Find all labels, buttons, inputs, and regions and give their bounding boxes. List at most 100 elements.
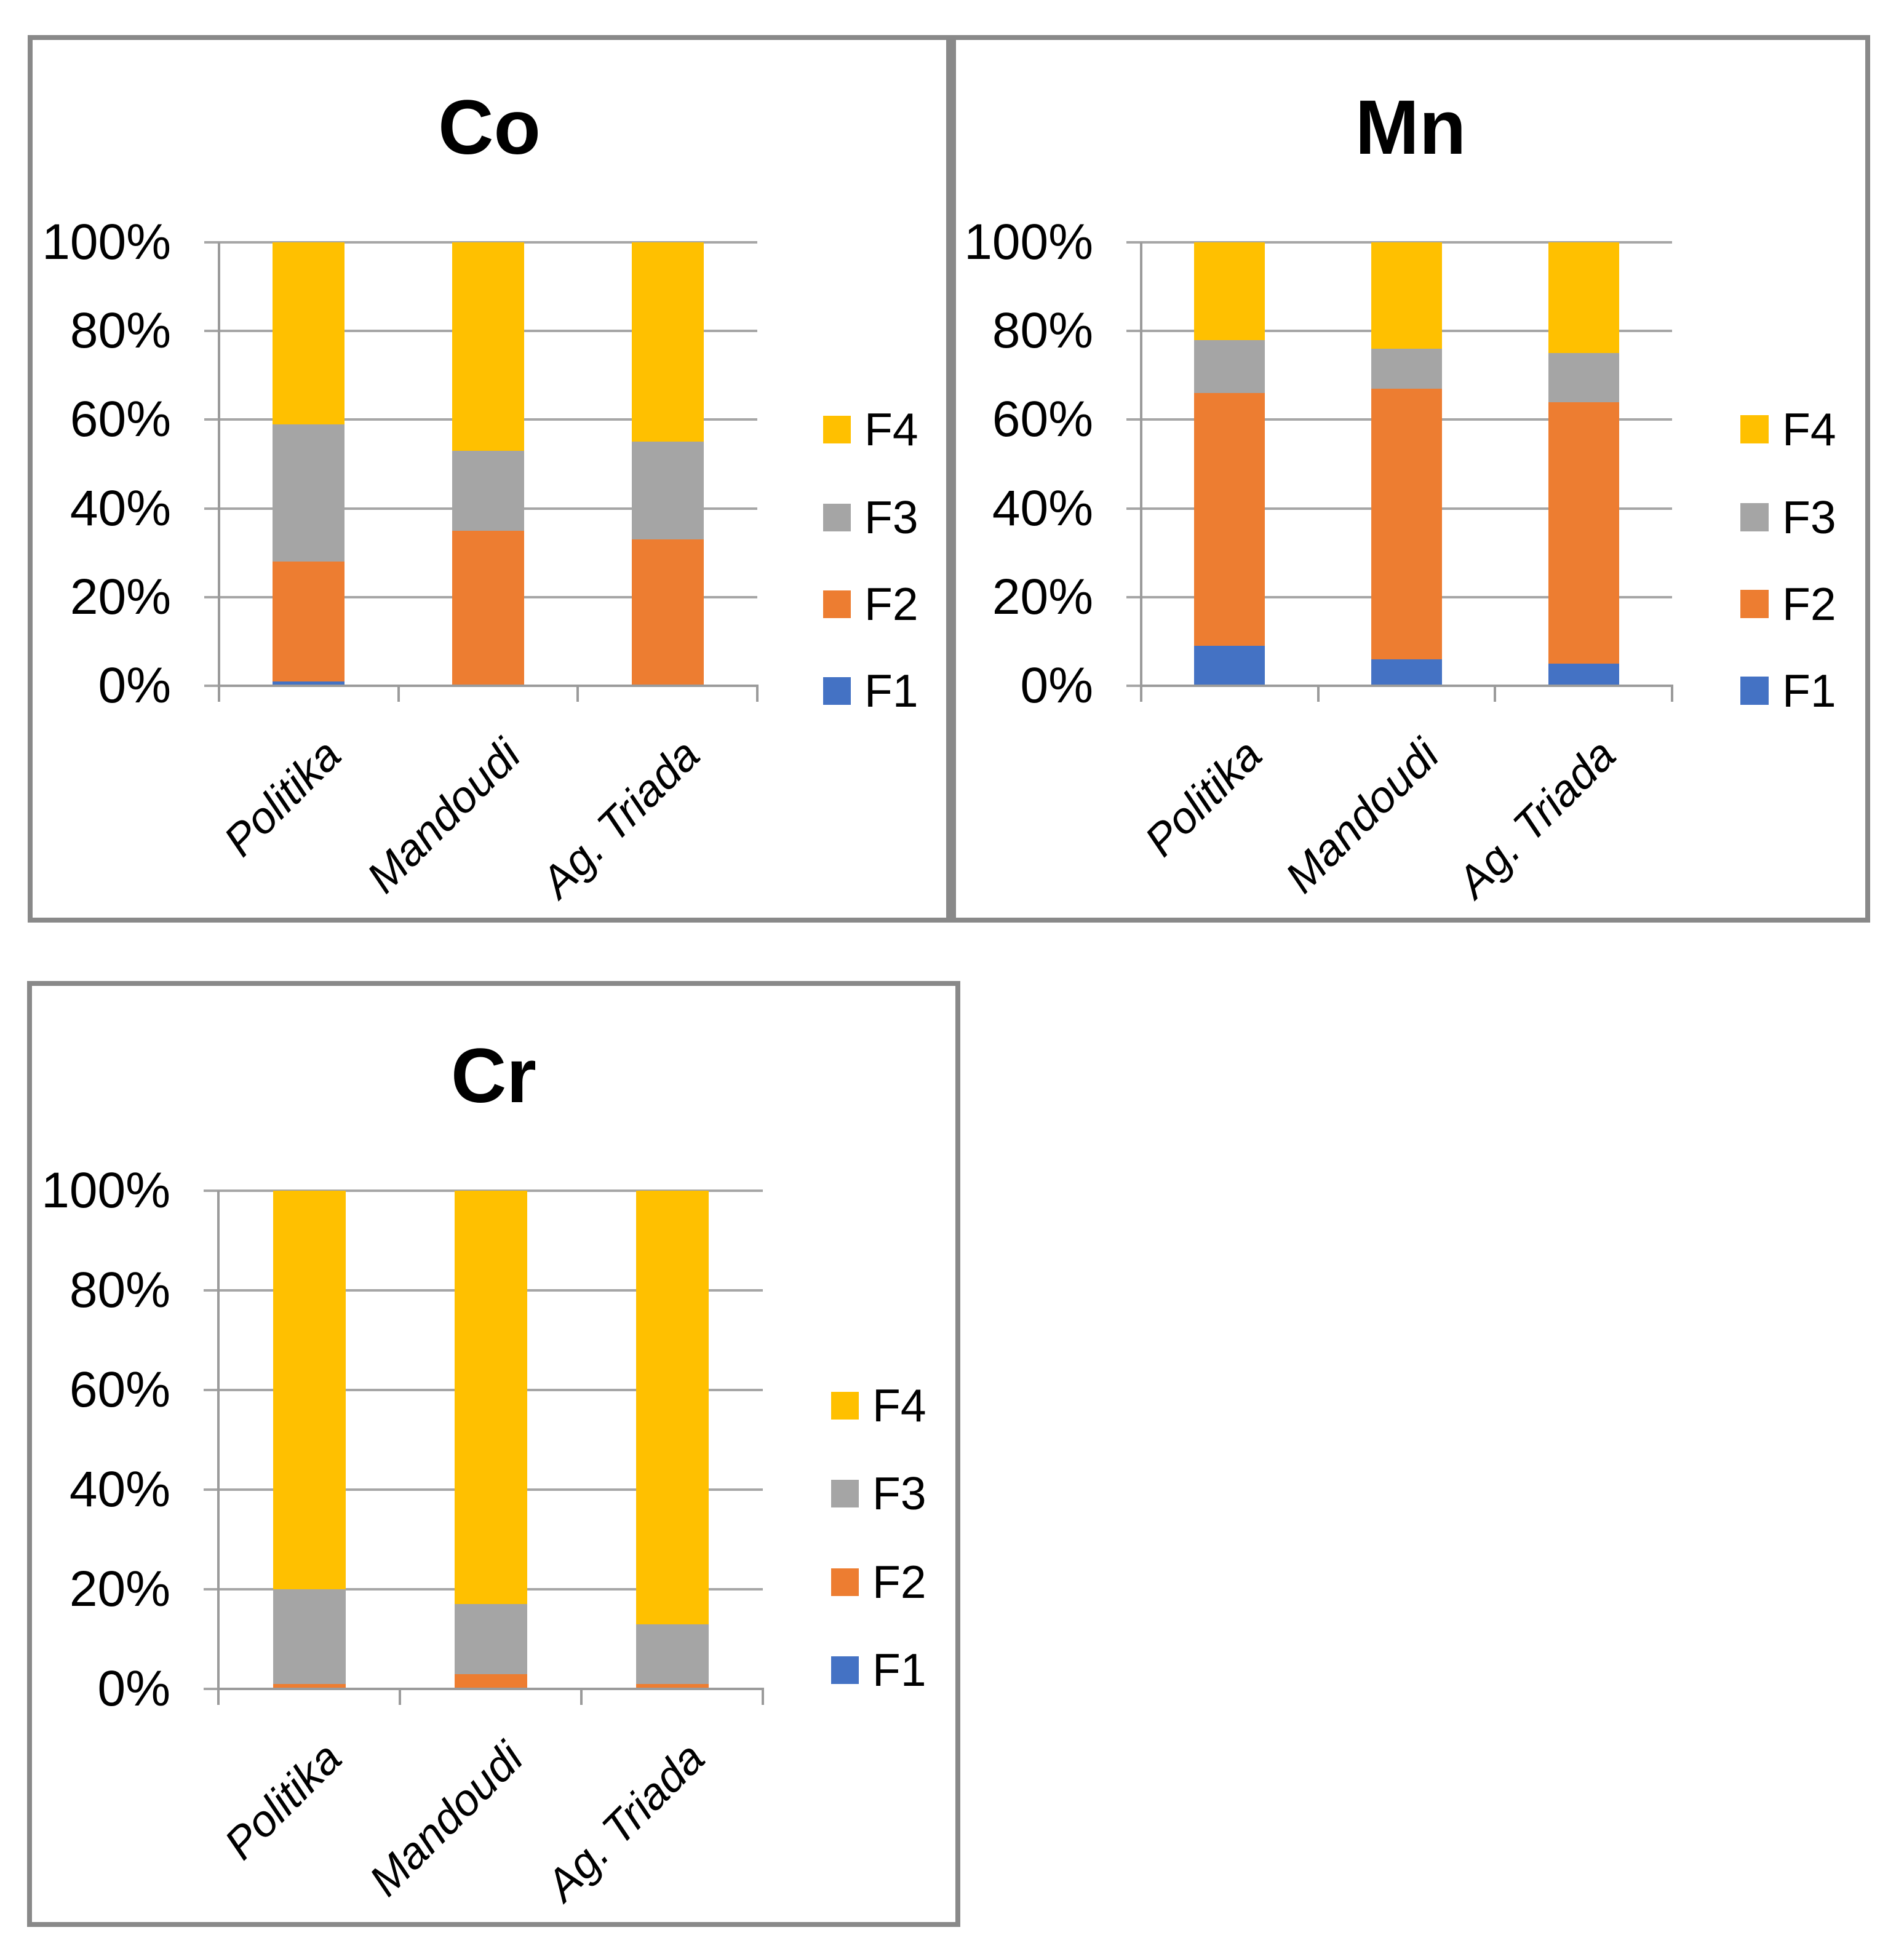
legend-swatch-f4 (823, 415, 851, 443)
y-tick-label: 20% (992, 568, 1093, 625)
bar-segment-f4 (273, 1191, 346, 1589)
x-axis-line (217, 1688, 764, 1690)
legend-label-f4: F4 (872, 1380, 926, 1431)
bar-segment-f4 (1194, 242, 1265, 340)
x-axis-tick (217, 1689, 220, 1705)
y-tick-label: 20% (69, 1561, 170, 1617)
legend-swatch-f3 (1740, 503, 1769, 531)
bar-segment-f2 (452, 530, 524, 686)
y-tick-label: 40% (69, 1461, 170, 1517)
x-axis-tick (399, 1689, 401, 1705)
y-tick-label: 80% (69, 1262, 170, 1318)
bar-segment-f3 (632, 442, 704, 540)
chart-panel-cr: Cr 0% 20% 40% 60% 80% 100% Politika Mandoudi Ag.… (27, 981, 960, 1927)
y-tick-label: 60% (70, 391, 171, 448)
y-tick-label: 100% (41, 1162, 170, 1218)
bar-segment-f3 (1548, 353, 1619, 402)
x-axis-tick (762, 1689, 764, 1705)
y-tick-label: 100% (42, 214, 171, 270)
bar-segment-f4 (1548, 242, 1619, 354)
legend-label-f3: F3 (864, 491, 918, 543)
y-tick-label: 0% (1020, 657, 1093, 713)
legend-label-f3: F3 (872, 1467, 926, 1519)
legend-swatch-f4 (831, 1391, 859, 1420)
x-axis-tick (1671, 686, 1673, 702)
legend-swatch-f2 (1740, 590, 1769, 618)
chart-title-mn: Mn (1355, 85, 1467, 170)
bar-segment-f4 (1371, 242, 1442, 349)
legend-swatch-f1 (1740, 677, 1769, 705)
bar-segment-f2 (455, 1674, 527, 1689)
bar-segment-f3 (1371, 349, 1442, 389)
x-axis-tick (576, 686, 580, 702)
x-axis-tick (1494, 686, 1497, 702)
bar-segment-f2 (273, 562, 345, 681)
legend-swatch-f2 (831, 1568, 859, 1596)
legend-label-f4: F4 (864, 403, 918, 455)
category-label: Politika (214, 730, 351, 866)
x-axis-tick (756, 686, 759, 702)
y-tick-label: 0% (98, 657, 171, 713)
y-tick-label: 0% (97, 1661, 170, 1717)
bar-segment-f4 (452, 242, 524, 451)
bar-segment-f1 (1194, 646, 1265, 686)
legend-swatch-f1 (823, 677, 851, 705)
x-axis-tick (1316, 686, 1320, 702)
bar-segment-f2 (273, 1683, 346, 1689)
x-axis-tick (1140, 686, 1142, 702)
bar-segment-f1 (1371, 659, 1442, 686)
y-tick-label: 100% (964, 214, 1093, 270)
y-tick-label: 20% (70, 568, 171, 625)
x-axis-line (218, 685, 759, 687)
category-label: Mandoudi (357, 730, 530, 903)
bar-segment-f2 (1548, 402, 1619, 664)
legend-swatch-f1 (831, 1656, 859, 1684)
y-axis-line (217, 1191, 220, 1690)
legend-label-f2: F2 (1782, 578, 1836, 630)
bar-segment-f3 (455, 1604, 527, 1674)
bar-segment-f2 (1194, 393, 1265, 646)
category-label: Politika (215, 1733, 351, 1869)
bar-segment-f4 (455, 1191, 527, 1605)
legend-label-f4: F4 (1782, 403, 1836, 455)
x-axis-line (1140, 685, 1673, 687)
bar-segment-f1 (1548, 663, 1619, 686)
y-tick-label: 60% (992, 391, 1093, 448)
x-axis-tick (397, 686, 400, 702)
y-tick-label: 60% (69, 1362, 170, 1418)
category-label: Ag. Triada (1448, 730, 1625, 907)
bar-segment-f2 (636, 1683, 709, 1689)
category-label: Ag. Triada (536, 1733, 714, 1910)
bar-segment-f4 (273, 242, 345, 424)
x-axis-tick (580, 1689, 583, 1705)
bar-segment-f4 (632, 242, 704, 442)
chart-title-co: Co (438, 85, 541, 170)
legend-label-f1: F1 (872, 1644, 926, 1696)
legend-swatch-f4 (1740, 415, 1769, 443)
y-tick-label: 80% (70, 303, 171, 359)
category-label: Mandoudi (359, 1733, 533, 1906)
y-tick-label: 40% (70, 480, 171, 536)
y-tick-label: 40% (992, 480, 1093, 536)
category-label: Politika (1135, 730, 1272, 866)
chart-title-cr: Cr (451, 1033, 536, 1119)
bar-segment-f2 (632, 539, 704, 686)
y-tick-label: 80% (992, 303, 1093, 359)
bar-segment-f3 (452, 450, 524, 531)
legend-swatch-f3 (823, 503, 851, 531)
y-axis-line (1140, 242, 1142, 687)
legend-label-f2: F2 (864, 578, 918, 630)
bar-segment-f1 (273, 681, 345, 686)
x-axis-tick (218, 686, 220, 702)
bar-segment-f3 (636, 1624, 709, 1684)
legend-label-f1: F1 (864, 665, 918, 717)
bar-segment-f3 (273, 1589, 346, 1684)
chart-panel-mn: Mn 0% 20% 40% 60% 80% 100% Politika Mandoudi Ag.… (951, 35, 1870, 923)
bar-segment-f2 (1371, 388, 1442, 659)
chart-panel-co: Co 0% 20% 40% 60% 80% 100% Politika Mandoudi Ag.… (28, 35, 951, 923)
y-axis-line (218, 242, 220, 687)
legend-swatch-f2 (823, 590, 851, 618)
legend-label-f3: F3 (1782, 491, 1836, 543)
bar-segment-f4 (636, 1191, 709, 1624)
legend-label-f2: F2 (872, 1556, 926, 1608)
